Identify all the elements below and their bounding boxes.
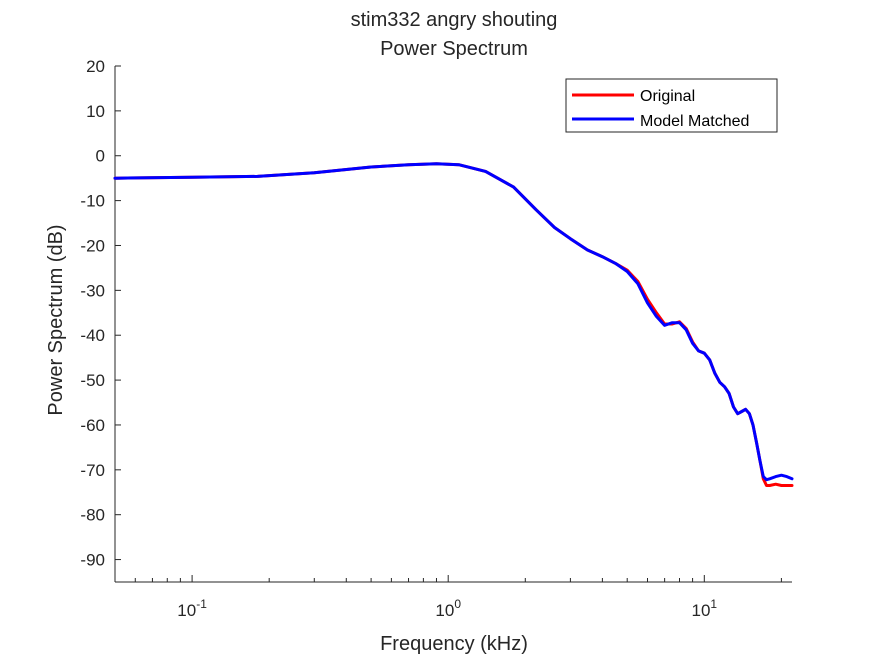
chart-subtitle: Power Spectrum bbox=[380, 38, 528, 60]
y-tick-label: -90 bbox=[80, 551, 105, 570]
y-tick-label: -70 bbox=[80, 461, 105, 480]
x-tick-label: 100 bbox=[435, 597, 461, 620]
y-tick-label: 0 bbox=[96, 147, 105, 166]
x-axis-label: Frequency (kHz) bbox=[380, 633, 528, 655]
y-tick-label: 20 bbox=[86, 57, 105, 76]
legend-label-model-matched: Model Matched bbox=[640, 113, 749, 130]
y-axis-ticks: 20 10 0 -10 -20 -30 -40 -50 -60 -70 -80 -90 bbox=[80, 57, 121, 570]
chart-title: stim332 angry shouting bbox=[351, 9, 558, 31]
y-tick-label: -80 bbox=[80, 506, 105, 525]
y-tick-label: -60 bbox=[80, 416, 105, 435]
series-line-model-matched bbox=[113, 162, 794, 482]
legend: Original Model Matched bbox=[565, 78, 778, 133]
series-layer bbox=[113, 162, 794, 487]
y-tick-label: -20 bbox=[80, 236, 105, 255]
y-axis-label: Power Spectrum (dB) bbox=[45, 224, 67, 415]
x-axis-ticks: 10-1 100 101 bbox=[114, 575, 782, 620]
legend-box bbox=[565, 78, 778, 133]
legend-label-original: Original bbox=[640, 88, 695, 105]
x-tick-label: 101 bbox=[691, 597, 717, 620]
y-tick-label: -10 bbox=[80, 192, 105, 211]
y-tick-label: 10 bbox=[86, 102, 105, 121]
y-tick-label: -40 bbox=[80, 326, 105, 345]
y-tick-label: -30 bbox=[80, 281, 105, 300]
y-tick-label: -50 bbox=[80, 371, 105, 390]
x-tick-label: 10-1 bbox=[177, 597, 207, 620]
